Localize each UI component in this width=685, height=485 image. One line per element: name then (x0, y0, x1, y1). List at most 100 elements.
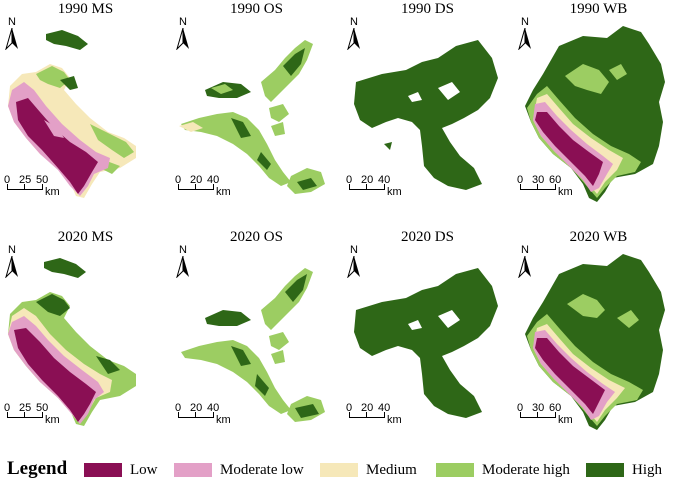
legend-label: High (632, 462, 662, 478)
north-arrow-icon (347, 28, 360, 50)
map-panel-2020-os: 2020 OS N 0 20 40 km (171, 228, 342, 458)
north-arrow: N (4, 244, 20, 278)
map-wb-2020 (525, 254, 665, 430)
scale-bar: 0 30 60 km (517, 402, 617, 432)
north-arrow-icon (518, 28, 531, 50)
map-panel-1990-os: 1990 OS N 0 20 40 km (171, 0, 342, 230)
north-label: N (179, 16, 187, 28)
map-ds-1990 (354, 40, 498, 190)
panel-title: 1990 DS (401, 1, 454, 17)
scale-bar: 0 30 60 km (517, 174, 617, 204)
scale-label-2: 60 (549, 402, 562, 414)
scale-bar: 0 20 40 km (346, 402, 446, 432)
scale-label-0: 0 (346, 402, 353, 414)
panel-title: 1990 WB (569, 1, 628, 17)
scale-label-0: 0 (517, 174, 524, 186)
north-arrow: N (346, 16, 362, 50)
map-panel-2020-wb: 2020 WB N 0 30 60 km (513, 228, 684, 458)
panel-title: 1990 OS (230, 1, 283, 17)
legend-swatch-moderate-high (436, 463, 474, 477)
north-label: N (521, 244, 529, 256)
scale-label-2: 60 (549, 174, 562, 186)
legend-swatch-low (84, 463, 122, 477)
legend: Legend Low Moderate low Medium Moderate … (0, 452, 685, 485)
north-arrow-icon (518, 256, 531, 278)
map-panel-1990-ms: 1990 MS N 0 25 50 km (0, 0, 171, 230)
scale-label-0: 0 (517, 402, 524, 414)
scale-label-1: 20 (361, 402, 374, 414)
scale-label-0: 0 (4, 174, 11, 186)
scale-label-2: 40 (378, 402, 391, 414)
scale-label-1: 30 (532, 174, 545, 186)
scale-unit: km (216, 414, 231, 426)
scale-bar: 0 25 50 km (4, 402, 104, 432)
scale-label-1: 20 (190, 174, 203, 186)
north-arrow-icon (176, 28, 189, 50)
scale-label-1: 25 (19, 402, 32, 414)
legend-title: Legend (7, 458, 68, 479)
map-panel-2020-ms: 2020 MS N 0 25 50 km (0, 228, 171, 458)
north-arrow: N (517, 244, 533, 278)
map-panel-2020-ds: 2020 DS N 0 20 40 km (342, 228, 513, 458)
north-label: N (350, 16, 358, 28)
scale-label-0: 0 (175, 402, 182, 414)
scale-unit: km (45, 414, 60, 426)
panel-title: 2020 MS (57, 229, 114, 245)
scale-unit: km (216, 186, 231, 198)
panel-title: 2020 OS (230, 229, 283, 245)
north-label: N (179, 244, 187, 256)
legend-swatch-high (586, 463, 624, 477)
scale-label-2: 50 (36, 402, 49, 414)
scale-label-2: 40 (378, 174, 391, 186)
scale-label-1: 25 (19, 174, 32, 186)
map-ds-2020 (354, 268, 498, 418)
scale-label-2: 50 (36, 174, 49, 186)
north-arrow: N (346, 244, 362, 278)
north-label: N (350, 244, 358, 256)
map-ms-1990 (8, 30, 136, 198)
map-wb-1990 (525, 26, 665, 202)
scale-unit: km (558, 186, 573, 198)
north-label: N (8, 244, 16, 256)
scale-label-0: 0 (4, 402, 11, 414)
scale-label-1: 30 (532, 402, 545, 414)
north-arrow-icon (5, 28, 18, 50)
scale-label-0: 0 (175, 174, 182, 186)
scale-label-2: 40 (207, 174, 220, 186)
north-arrow-icon (5, 256, 18, 278)
map-panel-1990-ds: 1990 DS N 0 20 40 km (342, 0, 513, 230)
legend-label: Medium (366, 462, 417, 478)
north-arrow: N (175, 16, 191, 50)
north-arrow: N (175, 244, 191, 278)
scale-label-1: 20 (190, 402, 203, 414)
map-os-2020 (181, 268, 325, 422)
scale-unit: km (387, 186, 402, 198)
panel-title: 2020 WB (569, 229, 628, 245)
legend-swatch-medium (320, 463, 358, 477)
scale-bar: 0 20 40 km (346, 174, 446, 204)
scale-bar: 0 20 40 km (175, 174, 275, 204)
scale-label-2: 40 (207, 402, 220, 414)
scale-unit: km (45, 186, 60, 198)
panel-title: 1990 MS (57, 1, 114, 17)
legend-label: Moderate low (220, 462, 304, 478)
north-arrow: N (4, 16, 20, 50)
scale-bar: 0 25 50 km (4, 174, 104, 204)
legend-swatch-moderate-low (174, 463, 212, 477)
map-panel-1990-wb: 1990 WB N 0 30 60 km (513, 0, 684, 230)
scale-label-0: 0 (346, 174, 353, 186)
north-arrow-icon (176, 256, 189, 278)
north-label: N (8, 16, 16, 28)
legend-label: Low (130, 462, 158, 478)
scale-bar: 0 20 40 km (175, 402, 275, 432)
scale-label-1: 20 (361, 174, 374, 186)
legend-label: Moderate high (482, 462, 570, 478)
scale-unit: km (387, 414, 402, 426)
north-label: N (521, 16, 529, 28)
north-arrow-icon (347, 256, 360, 278)
panel-title: 2020 DS (401, 229, 454, 245)
map-os-1990 (179, 40, 325, 194)
map-ms-2020 (8, 258, 136, 426)
scale-unit: km (558, 414, 573, 426)
north-arrow: N (517, 16, 533, 50)
